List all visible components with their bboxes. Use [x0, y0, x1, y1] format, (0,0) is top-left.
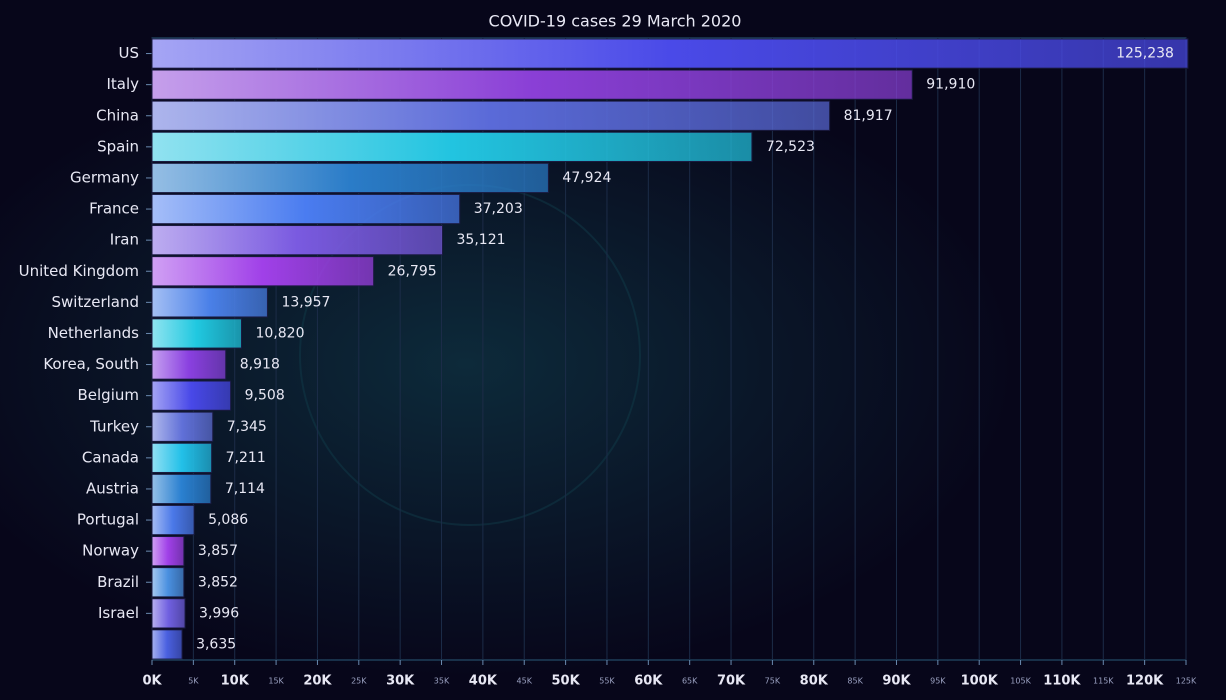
x-tick-label: 35K [434, 677, 450, 686]
value-label: 47,924 [562, 170, 611, 186]
x-tick-label: 40K [469, 674, 498, 689]
value-label: 26,795 [388, 263, 437, 279]
value-label: 37,203 [474, 201, 523, 217]
x-tick-label: 30K [386, 674, 415, 689]
value-label: 125,238 [1116, 46, 1174, 62]
value-label: 3,635 [196, 636, 236, 652]
bar [151, 380, 232, 411]
value-label: 10,820 [256, 325, 305, 341]
bar [151, 38, 1189, 69]
x-tick-label: 110K [1043, 674, 1081, 689]
y-tick-label: Switzerland [52, 293, 140, 311]
value-label: 9,508 [245, 388, 285, 404]
value-label: 5,086 [208, 512, 248, 528]
value-label: 3,857 [198, 543, 238, 559]
x-tick-label: 80K [800, 674, 829, 689]
x-tick-label: 90K [882, 674, 911, 689]
x-tick-label: 20K [303, 674, 332, 689]
bar [151, 256, 375, 287]
y-tick-label: Netherlands [48, 324, 140, 342]
bar [151, 162, 549, 194]
bar [151, 629, 183, 660]
x-tick-label: 15K [268, 677, 284, 686]
x-tick-label: 0K [142, 674, 162, 689]
chart-title: COVID-19 cases 29 March 2020 [489, 12, 742, 31]
y-tick-label: China [96, 106, 139, 124]
x-tick-label: 95K [930, 677, 946, 686]
bar [151, 69, 913, 100]
y-tick-label: Portugal [77, 511, 139, 529]
bar [151, 598, 186, 629]
x-tick-label: 120K [1126, 674, 1164, 689]
bar [151, 567, 185, 598]
x-tick-label: 45K [517, 677, 533, 686]
bar [151, 287, 268, 318]
x-tick-label: 5K [188, 677, 199, 686]
x-tick-label: 25K [351, 677, 367, 686]
bar [151, 318, 243, 349]
x-tick-label: 50K [552, 674, 581, 689]
x-tick-label: 70K [717, 674, 746, 689]
y-tick-label: Turkey [89, 417, 139, 435]
bar [151, 193, 461, 225]
bar [151, 504, 195, 536]
y-tick-label: Israel [98, 604, 139, 622]
x-tick-label: 55K [599, 677, 615, 686]
x-tick-label: 65K [682, 677, 698, 686]
y-tick-label: Norway [82, 542, 139, 560]
bar [151, 131, 753, 162]
value-label: 81,917 [844, 108, 893, 124]
value-label: 7,114 [225, 481, 265, 497]
y-tick-label: Germany [70, 168, 139, 186]
value-label: 7,211 [226, 450, 266, 466]
y-tick-label: France [89, 200, 139, 218]
x-tick-label: 105K [1010, 677, 1031, 686]
y-tick-label: Brazil [97, 573, 139, 591]
y-tick-label: US [118, 44, 139, 62]
y-tick-label: Italy [106, 75, 139, 93]
x-tick-label: 100K [961, 674, 999, 689]
value-label: 8,918 [240, 357, 280, 373]
y-tick-label: Belgium [78, 386, 140, 404]
value-label: 3,852 [198, 574, 238, 590]
y-tick-label: Korea, South [43, 355, 139, 373]
bar [151, 411, 214, 442]
value-label: 3,996 [199, 605, 239, 621]
value-label: 72,523 [766, 139, 815, 155]
x-tick-label: 75K [765, 677, 781, 686]
y-tick-label: Canada [82, 448, 139, 466]
x-tick-label: 85K [847, 677, 863, 686]
value-label: 35,121 [457, 232, 506, 248]
value-label: 7,345 [227, 419, 267, 435]
x-tick-label: 60K [634, 674, 663, 689]
bar [151, 225, 444, 256]
y-tick-label: Spain [97, 137, 139, 155]
value-label: 13,957 [281, 294, 330, 310]
y-tick-label: Austria [86, 479, 139, 497]
bar [151, 349, 227, 380]
bar [151, 473, 212, 505]
bar [151, 442, 213, 473]
x-tick-label: 115K [1093, 677, 1114, 686]
value-label: 91,910 [926, 77, 975, 93]
x-tick-label: 10K [221, 674, 250, 689]
x-tick-label: 125K [1176, 677, 1197, 686]
y-tick-label: United Kingdom [19, 262, 139, 280]
y-tick-label: Iran [110, 231, 139, 249]
bar [151, 536, 185, 567]
bar [151, 100, 831, 131]
